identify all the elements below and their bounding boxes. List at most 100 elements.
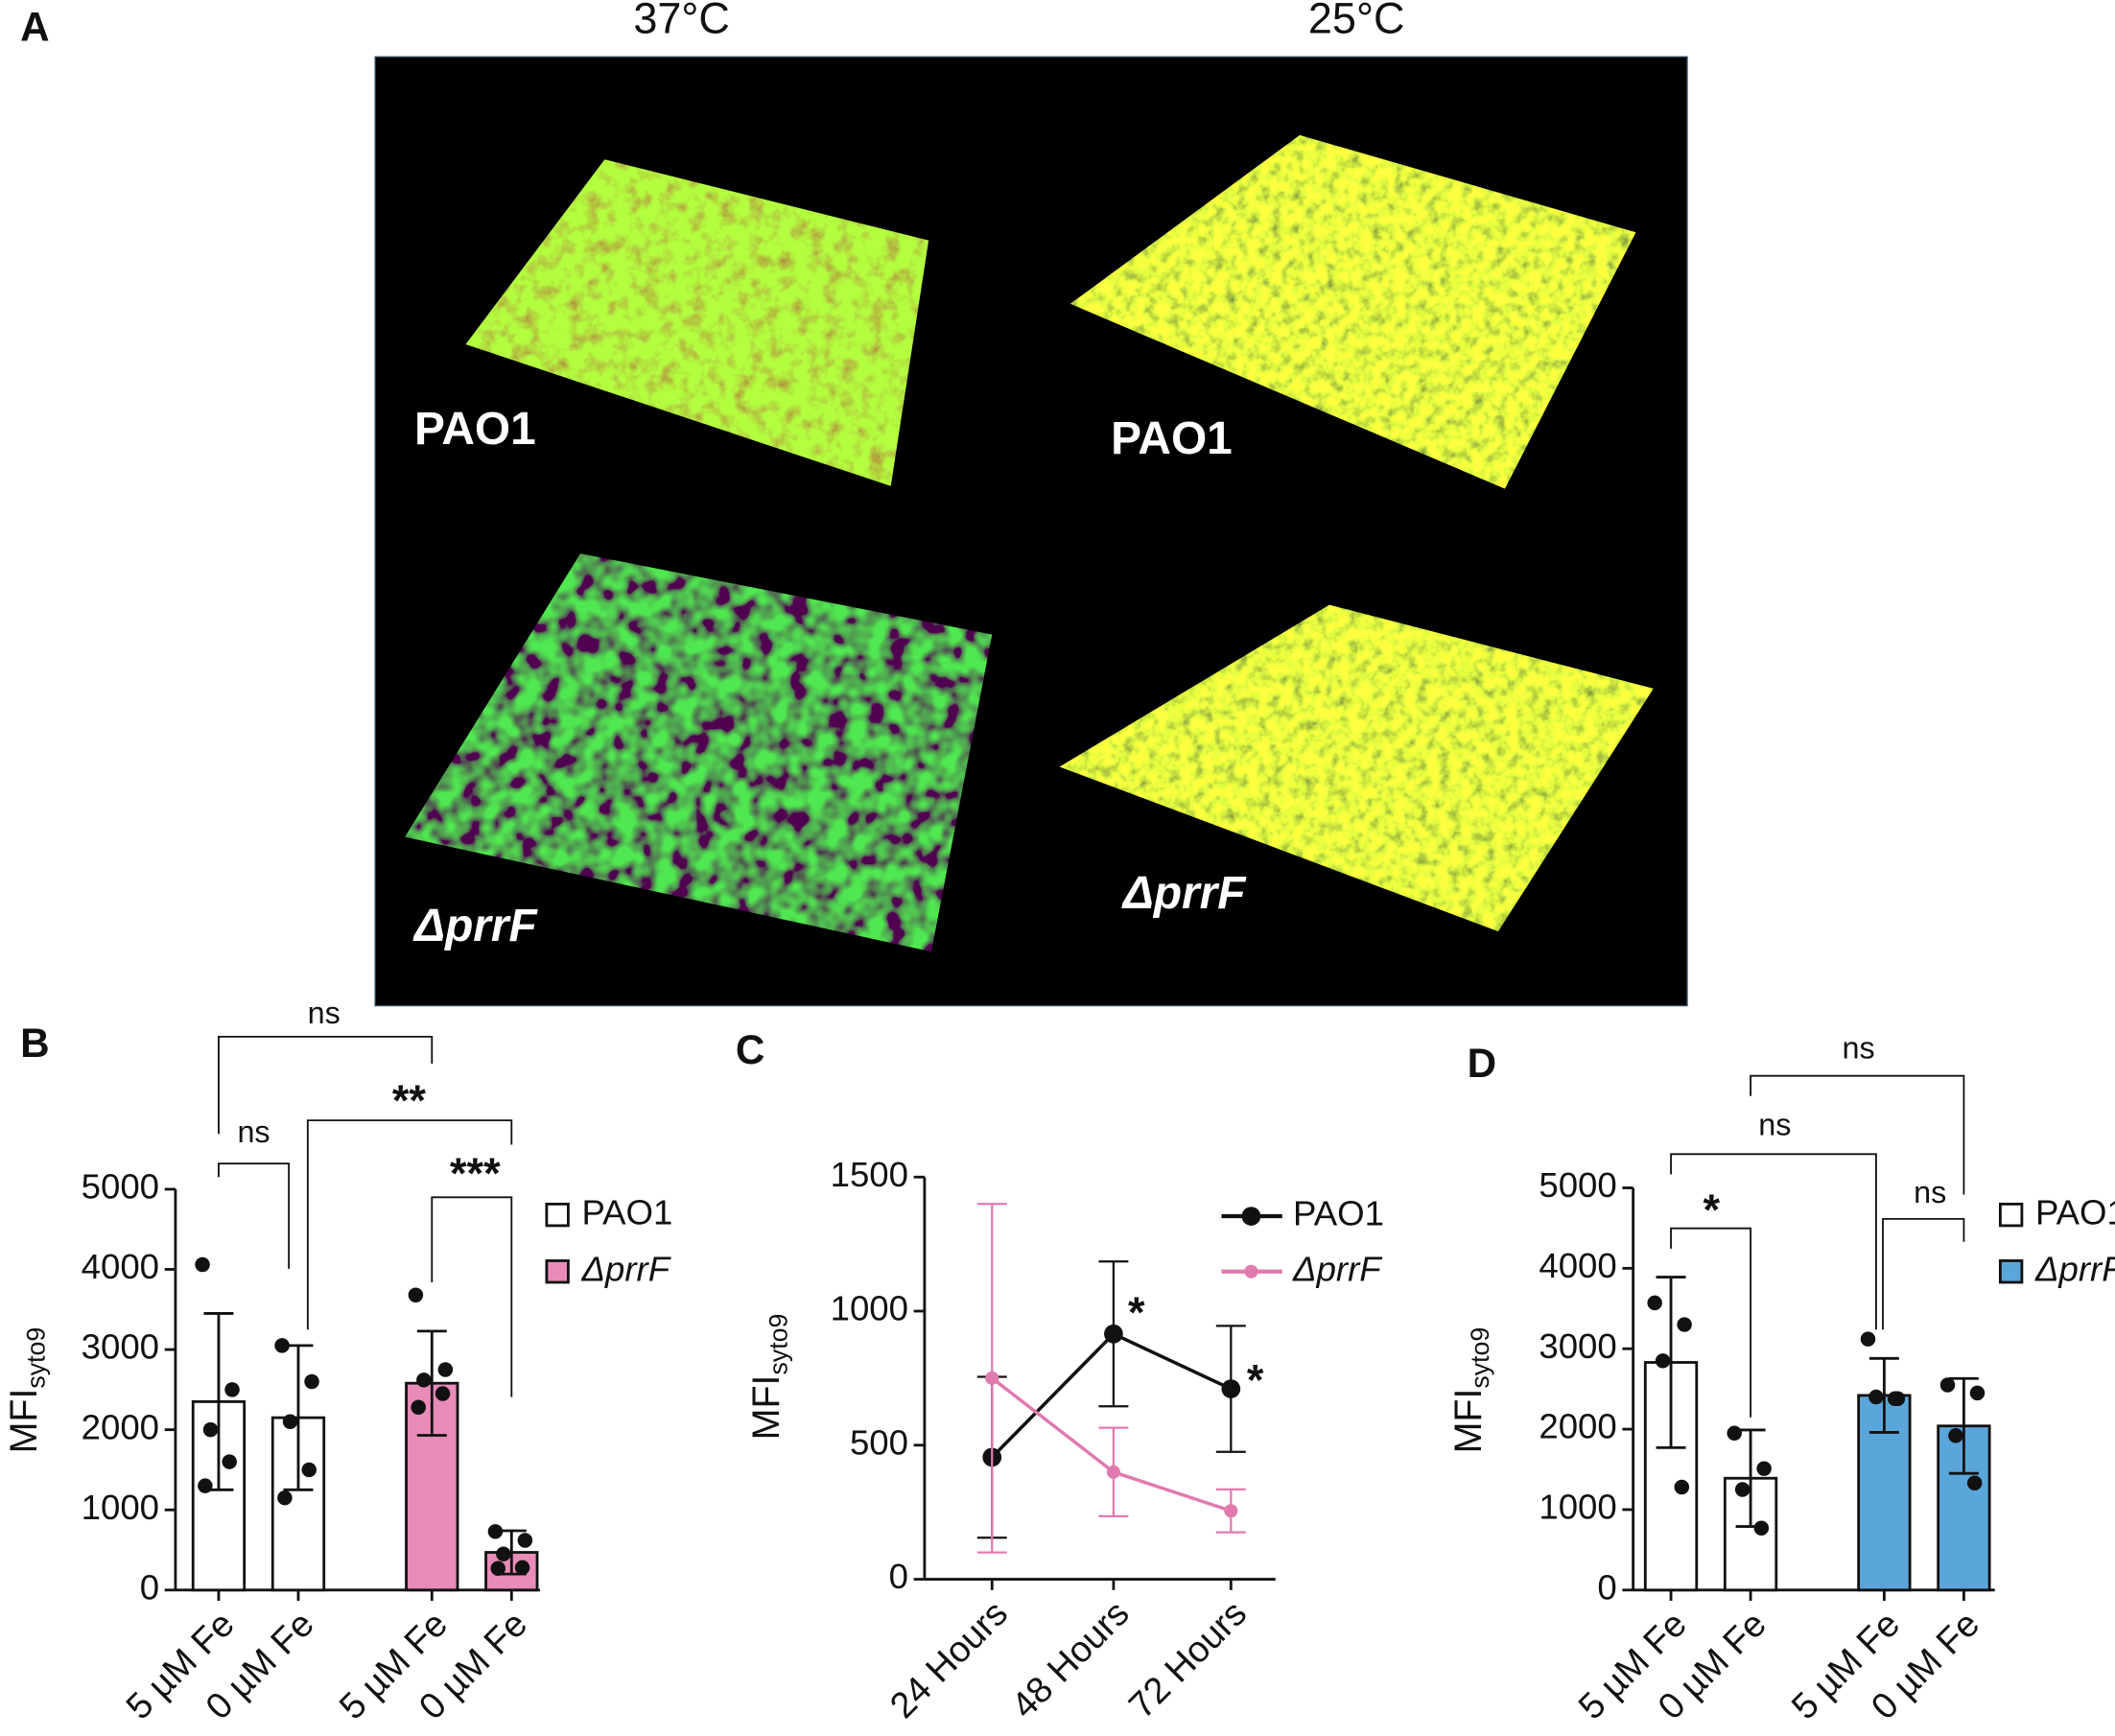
y-tick-label: 4000	[82, 1247, 159, 1286]
data-point	[1734, 1482, 1751, 1497]
y-axis-label-main: MFI	[4, 1389, 46, 1454]
data-point	[195, 1256, 210, 1273]
column-label: 25°C	[1308, 0, 1405, 43]
data-point	[1221, 1379, 1241, 1398]
x-tick-label: 72 Hours	[1121, 1593, 1255, 1726]
data-point	[416, 1372, 432, 1388]
data-point	[408, 1287, 424, 1302]
significance-label: ns	[1843, 1031, 1875, 1066]
significance-bracket	[1670, 1227, 1751, 1418]
y-axis-label-sub: syto9	[764, 1314, 792, 1375]
data-point	[1674, 1479, 1690, 1495]
data-point	[1655, 1353, 1671, 1369]
data-point	[490, 1560, 505, 1576]
panel-label: C	[736, 1027, 764, 1072]
data-point	[222, 1454, 237, 1469]
data-point	[496, 1546, 511, 1561]
data-point	[1677, 1317, 1692, 1332]
data-point	[282, 1414, 298, 1430]
series-line	[991, 1376, 1232, 1513]
significance-label: ***	[450, 1149, 501, 1198]
y-tick-label: 2000	[1539, 1407, 1616, 1446]
series-line	[991, 1331, 1233, 1459]
y-axis-label-sub: syto9	[21, 1327, 50, 1389]
y-tick-label: 1000	[831, 1289, 908, 1328]
legend-label: PAO1	[581, 1192, 672, 1232]
data-point	[1969, 1385, 1986, 1401]
y-tick-label: 1000	[82, 1488, 159, 1527]
significance-bracket	[218, 1162, 291, 1269]
y-axis-label-main: MFI	[745, 1375, 787, 1441]
y-tick-label: 3000	[1539, 1326, 1616, 1366]
legend-label: PAO1	[2035, 1192, 2115, 1232]
data-point	[202, 1421, 219, 1438]
error-bar	[416, 1329, 447, 1437]
significance-bracket	[306, 1119, 513, 1330]
significance-label: *	[1247, 1355, 1264, 1404]
y-tick-label: 0	[140, 1567, 159, 1607]
data-point	[1860, 1331, 1876, 1347]
image-label: PAO1	[1111, 413, 1233, 464]
data-point	[1948, 1428, 1963, 1443]
y-tick-label: 5000	[82, 1167, 159, 1207]
significance-label: *	[1703, 1185, 1720, 1234]
panel-label: A	[20, 4, 49, 49]
image-label: ΔprrF	[1121, 868, 1248, 919]
significance-label: ns	[1758, 1108, 1791, 1142]
significance-bracket	[431, 1196, 513, 1397]
data-point	[985, 1371, 999, 1385]
legend-label: ΔprrF	[2034, 1249, 2115, 1288]
data-point	[437, 1362, 454, 1377]
panel-label: D	[1468, 1041, 1496, 1086]
y-tick-label: 4000	[1539, 1246, 1616, 1285]
data-point	[1939, 1377, 1956, 1393]
significance-label: ns	[1914, 1175, 1946, 1209]
y-tick-label: 0	[889, 1557, 908, 1596]
data-point	[435, 1386, 451, 1401]
significance-label: ns	[237, 1114, 270, 1149]
y-tick-label: 5000	[1539, 1165, 1616, 1205]
y-axis-label: MFIsyto9	[1447, 1327, 1494, 1454]
legend-marker	[1241, 1207, 1261, 1226]
significance-bracket	[1750, 1074, 1965, 1195]
x-tick-label: 48 Hours	[1004, 1593, 1138, 1726]
panel-label: B	[20, 1020, 49, 1066]
legend-swatch	[1998, 1202, 2024, 1228]
significance-bracket	[1882, 1217, 1965, 1330]
significance-bracket	[218, 1035, 434, 1135]
data-point	[1104, 1324, 1123, 1344]
y-tick-label: 2000	[82, 1407, 159, 1446]
y-axis-label: MFIsyto9	[4, 1327, 51, 1454]
data-point	[224, 1382, 240, 1397]
error-bar	[1868, 1356, 1899, 1434]
data-point	[1106, 1465, 1120, 1479]
data-point	[1966, 1475, 1983, 1491]
significance-label: *	[1128, 1288, 1145, 1337]
y-tick-label: 3000	[82, 1327, 159, 1367]
data-point	[277, 1490, 293, 1506]
data-point	[1727, 1425, 1742, 1442]
data-point	[304, 1373, 319, 1390]
legend-marker	[1244, 1264, 1258, 1279]
column-label: 37°C	[633, 0, 730, 43]
data-point	[1647, 1295, 1662, 1311]
error-bar	[1948, 1376, 1979, 1475]
legend-swatch	[545, 1202, 570, 1228]
image-label: PAO1	[414, 404, 536, 455]
error-bar	[1656, 1276, 1686, 1449]
data-point	[198, 1478, 213, 1493]
x-tick-label: 24 Hours	[882, 1593, 1016, 1726]
y-tick-label: 1000	[1539, 1488, 1616, 1527]
bar	[1723, 1476, 1778, 1592]
data-point	[1887, 1391, 1903, 1406]
significance-label: **	[392, 1076, 427, 1125]
data-point	[1868, 1389, 1884, 1405]
data-point	[411, 1399, 426, 1415]
data-point	[514, 1560, 530, 1576]
y-axis-label: MFIsyto9	[745, 1314, 792, 1441]
data-point	[301, 1462, 317, 1478]
